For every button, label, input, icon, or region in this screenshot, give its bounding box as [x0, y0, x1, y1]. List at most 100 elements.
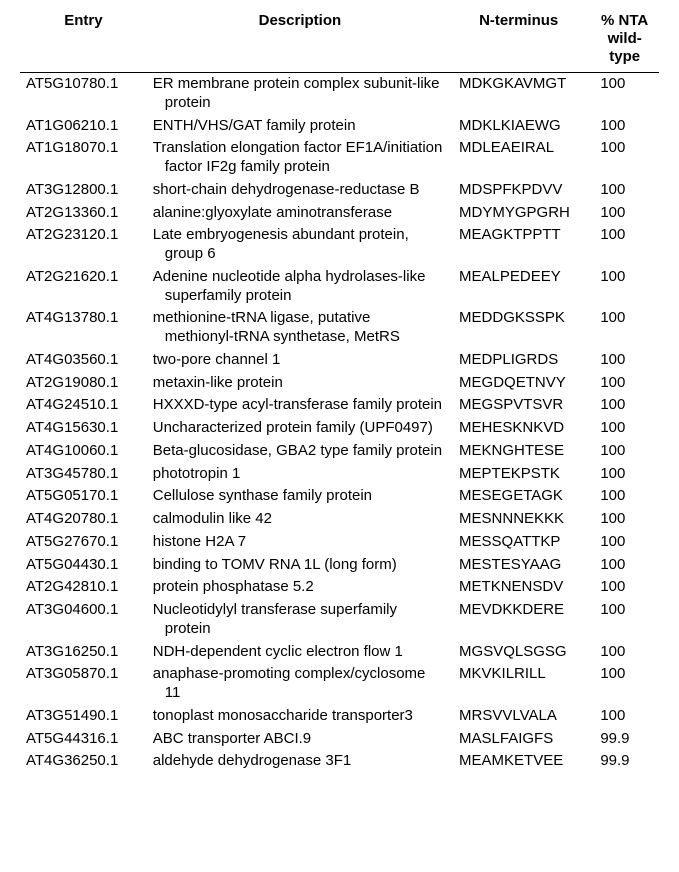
cell-pct: 100 — [590, 705, 659, 728]
cell-nterminus: MESSQATTKP — [453, 531, 590, 554]
cell-description: ENTH/VHS/GAT family protein — [147, 115, 453, 138]
cell-nterminus: MEAGKTPPTT — [453, 224, 590, 266]
table-row: AT2G42810.1protein phosphatase 5.2METKNE… — [20, 576, 659, 599]
cell-entry: AT3G04600.1 — [20, 599, 147, 641]
table-row: AT1G18070.1Translation elongation factor… — [20, 137, 659, 179]
cell-nterminus: MESNNNEKKK — [453, 508, 590, 531]
cell-entry: AT3G05870.1 — [20, 663, 147, 705]
table-row: AT4G24510.1HXXXD-type acyl-transferase f… — [20, 394, 659, 417]
cell-entry: AT5G05170.1 — [20, 485, 147, 508]
header-pct: % NTA wild-type — [590, 8, 659, 73]
cell-description: metaxin-like protein — [147, 372, 453, 395]
cell-pct: 99.9 — [590, 750, 659, 773]
table-row: AT3G04600.1Nucleotidylyl transferase sup… — [20, 599, 659, 641]
table-row: AT2G23120.1Late embryogenesis abundant p… — [20, 224, 659, 266]
cell-pct: 100 — [590, 641, 659, 664]
cell-pct: 100 — [590, 73, 659, 115]
cell-description: short-chain dehydrogenase-reductase B — [147, 179, 453, 202]
cell-pct: 100 — [590, 394, 659, 417]
cell-pct: 100 — [590, 179, 659, 202]
cell-description: Adenine nucleotide alpha hydrolases-like… — [147, 266, 453, 308]
header-nterminus: N-terminus — [453, 8, 590, 73]
cell-nterminus: MDLEAEIRAL — [453, 137, 590, 179]
cell-nterminus: MGSVQLSGSG — [453, 641, 590, 664]
table-row: AT2G19080.1metaxin-like proteinMEGDQETNV… — [20, 372, 659, 395]
cell-pct: 100 — [590, 508, 659, 531]
cell-description: histone H2A 7 — [147, 531, 453, 554]
cell-entry: AT4G24510.1 — [20, 394, 147, 417]
cell-pct: 100 — [590, 554, 659, 577]
cell-nterminus: MEAMKETVEE — [453, 750, 590, 773]
table-row: AT4G15630.1Uncharacterized protein famil… — [20, 417, 659, 440]
cell-nterminus: MASLFAIGFS — [453, 728, 590, 751]
protein-table: Entry Description N-terminus % NTA wild-… — [20, 8, 659, 773]
cell-nterminus: MESTESYAAG — [453, 554, 590, 577]
cell-entry: AT3G51490.1 — [20, 705, 147, 728]
cell-description: binding to TOMV RNA 1L (long form) — [147, 554, 453, 577]
cell-pct: 100 — [590, 137, 659, 179]
cell-pct: 100 — [590, 307, 659, 349]
table-row: AT3G45780.1phototropin 1MEPTEKPSTK100 — [20, 463, 659, 486]
table-body: AT5G10780.1ER membrane protein complex s… — [20, 73, 659, 774]
cell-nterminus: MEHESKNKVD — [453, 417, 590, 440]
cell-pct: 100 — [590, 531, 659, 554]
table-row: AT3G05870.1anaphase-promoting complex/cy… — [20, 663, 659, 705]
cell-entry: AT1G06210.1 — [20, 115, 147, 138]
cell-nterminus: MRSVVLVALA — [453, 705, 590, 728]
table-row: AT3G12800.1short-chain dehydrogenase-red… — [20, 179, 659, 202]
table-row: AT5G05170.1Cellulose synthase family pro… — [20, 485, 659, 508]
cell-description: HXXXD-type acyl-transferase family prote… — [147, 394, 453, 417]
table-row: AT4G20780.1calmodulin like 42MESNNNEKKK1… — [20, 508, 659, 531]
cell-nterminus: MEPTEKPSTK — [453, 463, 590, 486]
cell-nterminus: MEALPEDEEY — [453, 266, 590, 308]
cell-description: NDH-dependent cyclic electron flow 1 — [147, 641, 453, 664]
cell-nterminus: MDKLKIAEWG — [453, 115, 590, 138]
table-row: AT4G13780.1methionine-tRNA ligase, putat… — [20, 307, 659, 349]
table-row: AT5G10780.1ER membrane protein complex s… — [20, 73, 659, 115]
cell-description: Nucleotidylyl transferase superfamily pr… — [147, 599, 453, 641]
cell-pct: 100 — [590, 202, 659, 225]
cell-entry: AT4G36250.1 — [20, 750, 147, 773]
cell-pct: 99.9 — [590, 728, 659, 751]
cell-pct: 100 — [590, 485, 659, 508]
table-row: AT3G51490.1tonoplast monosaccharide tran… — [20, 705, 659, 728]
cell-nterminus: MKVKILRILL — [453, 663, 590, 705]
cell-nterminus: MEDDGKSSPK — [453, 307, 590, 349]
table-row: AT4G10060.1Beta-glucosidase, GBA2 type f… — [20, 440, 659, 463]
cell-pct: 100 — [590, 463, 659, 486]
cell-description: alanine:glyoxylate aminotransferase — [147, 202, 453, 225]
table-row: AT5G44316.1ABC transporter ABCI.9MASLFAI… — [20, 728, 659, 751]
cell-entry: AT2G23120.1 — [20, 224, 147, 266]
cell-description: Late embryogenesis abundant protein, gro… — [147, 224, 453, 266]
cell-pct: 100 — [590, 372, 659, 395]
cell-entry: AT4G13780.1 — [20, 307, 147, 349]
cell-entry: AT3G12800.1 — [20, 179, 147, 202]
cell-description: Beta-glucosidase, GBA2 type family prote… — [147, 440, 453, 463]
cell-description: tonoplast monosaccharide transporter3 — [147, 705, 453, 728]
cell-entry: AT1G18070.1 — [20, 137, 147, 179]
table-row: AT4G36250.1aldehyde dehydrogenase 3F1MEA… — [20, 750, 659, 773]
cell-entry: AT4G20780.1 — [20, 508, 147, 531]
cell-description: calmodulin like 42 — [147, 508, 453, 531]
table-row: AT5G27670.1histone H2A 7MESSQATTKP100 — [20, 531, 659, 554]
cell-nterminus: MEKNGHTESE — [453, 440, 590, 463]
cell-description: ABC transporter ABCI.9 — [147, 728, 453, 751]
cell-description: Cellulose synthase family protein — [147, 485, 453, 508]
cell-pct: 100 — [590, 115, 659, 138]
cell-description: methionine-tRNA ligase, putative methion… — [147, 307, 453, 349]
cell-entry: AT4G10060.1 — [20, 440, 147, 463]
table-row: AT4G03560.1two-pore channel 1MEDPLIGRDS1… — [20, 349, 659, 372]
cell-entry: AT2G21620.1 — [20, 266, 147, 308]
cell-nterminus: MEGSPVTSVR — [453, 394, 590, 417]
cell-entry: AT5G44316.1 — [20, 728, 147, 751]
cell-pct: 100 — [590, 576, 659, 599]
cell-entry: AT2G42810.1 — [20, 576, 147, 599]
table-row: AT2G13360.1alanine:glyoxylate aminotrans… — [20, 202, 659, 225]
cell-description: Uncharacterized protein family (UPF0497) — [147, 417, 453, 440]
cell-nterminus: MEGDQETNVY — [453, 372, 590, 395]
cell-entry: AT2G13360.1 — [20, 202, 147, 225]
cell-pct: 100 — [590, 224, 659, 266]
cell-entry: AT5G04430.1 — [20, 554, 147, 577]
cell-nterminus: METKNENSDV — [453, 576, 590, 599]
cell-description: ER membrane protein complex subunit-like… — [147, 73, 453, 115]
